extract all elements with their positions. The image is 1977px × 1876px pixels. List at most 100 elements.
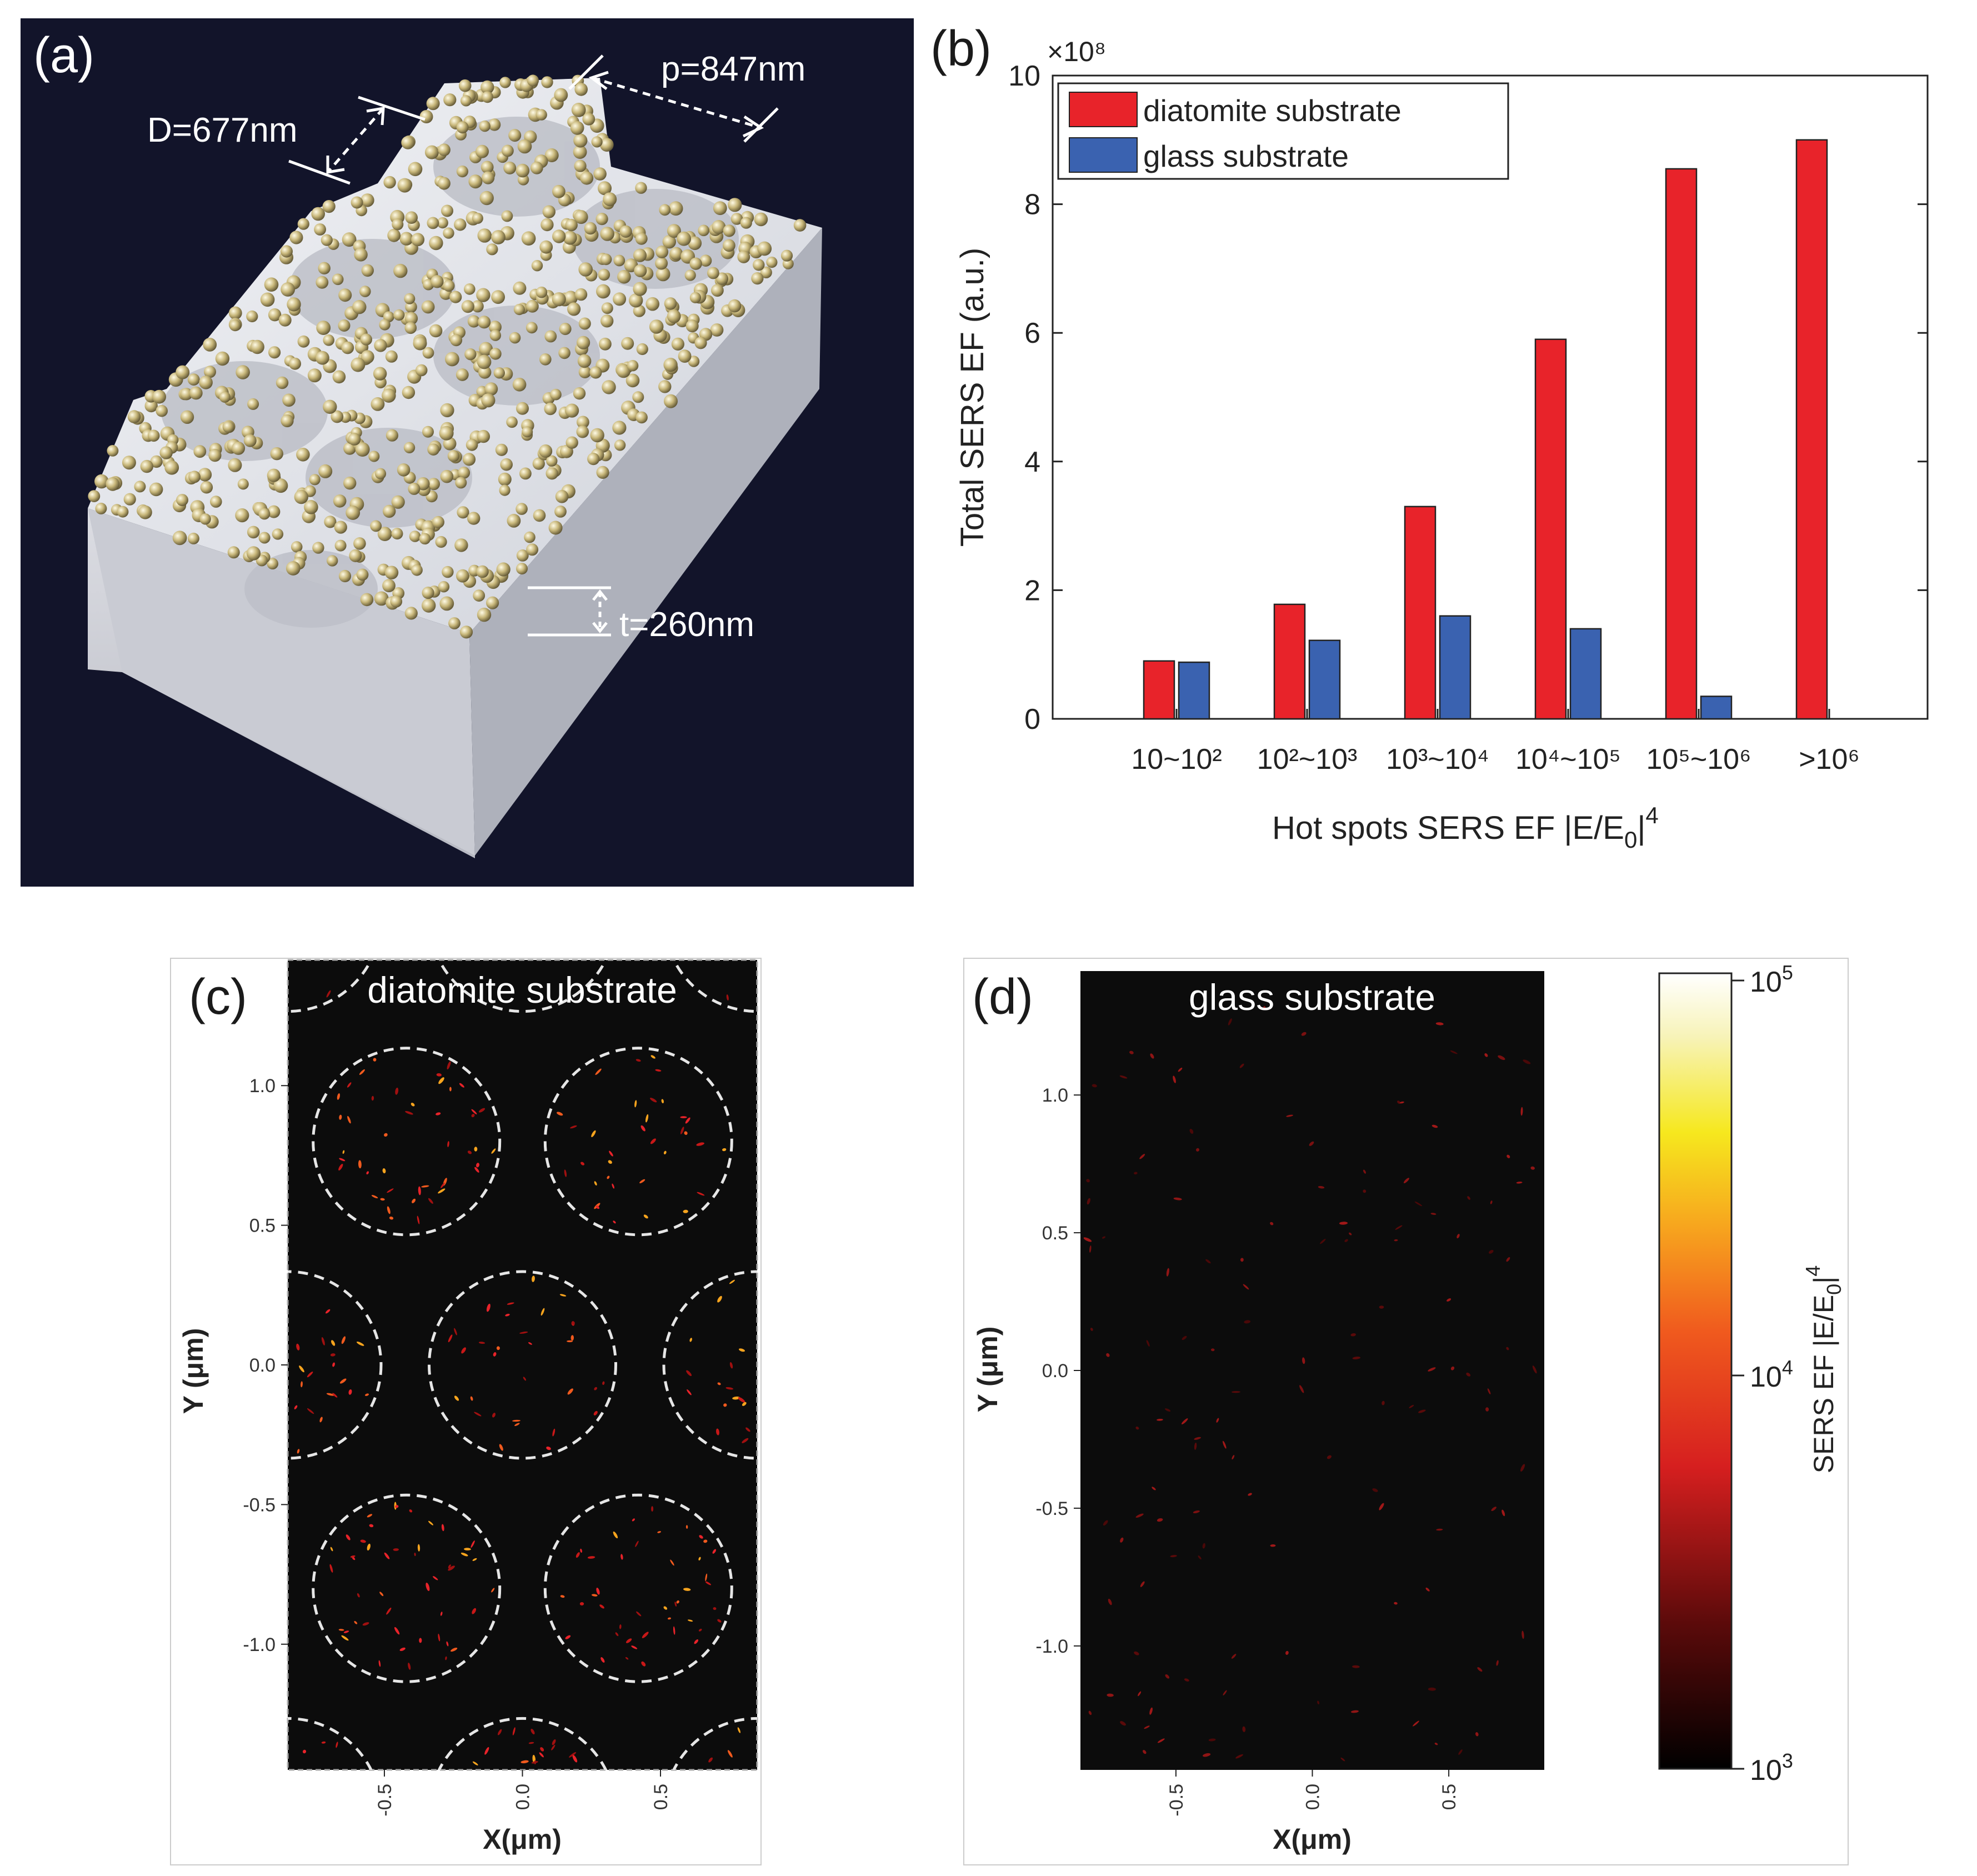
hot-spot: [640, 1125, 645, 1132]
y-tick-label: 1.0: [249, 1075, 276, 1097]
panel-d: (d) glass substrate 1.0 0.5 0.0 -0.5 -1.0 -0…: [963, 958, 1849, 1865]
hot-spot: [1428, 1687, 1436, 1691]
nanoparticle: [542, 205, 555, 218]
hot-spot: [1412, 1720, 1419, 1727]
nanoparticle: [482, 171, 495, 184]
hot-spots: [1083, 1006, 1537, 1762]
colorbar-tick-mid: 104: [1750, 1356, 1793, 1393]
nanoparticle: [193, 445, 207, 458]
nanoparticle: [477, 429, 490, 443]
hot-spot: [570, 1125, 577, 1129]
nanoparticle: [386, 429, 399, 442]
nanoparticle: [341, 341, 354, 354]
colorbar-tick-top: 105: [1750, 961, 1793, 998]
hot-spot: [369, 1524, 374, 1528]
hot-spot: [360, 1539, 366, 1543]
hot-spot: [394, 1627, 400, 1635]
hot-spot: [1092, 1084, 1097, 1088]
hot-spot: [1436, 1528, 1443, 1531]
hot-spot: [474, 1167, 479, 1173]
bar-diatomite: [1795, 139, 1828, 720]
nanoparticle: [276, 376, 289, 389]
y-tick-label: -0.5: [243, 1494, 276, 1515]
nanoparticle: [270, 447, 283, 461]
hot-spot: [727, 1750, 733, 1758]
x-axis-ticks: -0.5 0.0 0.5: [1166, 1770, 1460, 1817]
hot-spot: [362, 1622, 369, 1626]
hot-spot: [507, 1302, 514, 1305]
nanoparticle: [584, 222, 597, 235]
nanoparticle: [437, 177, 451, 190]
nanoparticle: [563, 291, 578, 305]
nanoparticle: [432, 516, 444, 528]
hot-spot: [717, 1382, 721, 1385]
x-axis-ticks: 10~10² 10²~10³ 10³~10⁴ 10⁴~10⁵ 10⁵~10⁶ >10⁶: [1131, 709, 1860, 776]
nanoparticle: [342, 232, 357, 247]
nanoparticle: [384, 566, 399, 579]
x-axis-label: X(μm): [1273, 1824, 1352, 1855]
nanoparticle: [464, 348, 477, 361]
hot-spot: [438, 1077, 444, 1084]
hot-spot: [685, 1525, 688, 1529]
hot-spot: [421, 1185, 429, 1188]
nanoparticle: [517, 139, 532, 154]
nanoparticle: [371, 397, 385, 411]
hot-spot: [307, 1408, 314, 1414]
hot-spot: [373, 1058, 377, 1062]
hot-spot: [350, 1555, 356, 1558]
hot-spot: [1350, 1333, 1356, 1337]
y-tick-label: 4: [1024, 446, 1040, 478]
dimension-p: [568, 54, 779, 143]
hot-spot: [342, 1150, 345, 1154]
pore-circle: [288, 1270, 383, 1460]
hot-spot: [635, 1540, 639, 1547]
nanoparticle: [267, 468, 281, 482]
hot-spot: [1450, 1366, 1455, 1370]
hot-spot: [650, 1138, 656, 1144]
nanoparticle: [479, 191, 494, 206]
nanoparticle: [574, 288, 588, 301]
hot-spot: [557, 1112, 563, 1116]
nanoparticle: [297, 335, 310, 348]
hot-spot: [448, 1565, 455, 1571]
nanoparticle: [227, 546, 240, 559]
nanoparticle: [589, 366, 602, 379]
nanoparticle: [539, 444, 553, 458]
hot-spot: [454, 1395, 459, 1401]
nanoparticle: [598, 181, 612, 196]
panel-b-label: (b): [930, 21, 992, 77]
hot-spots: [294, 990, 750, 1765]
hot-spot: [739, 1348, 745, 1352]
nanoparticle: [360, 593, 374, 607]
hot-spot: [534, 1760, 537, 1765]
nanoparticle: [603, 192, 617, 207]
hot-spot: [1302, 1357, 1305, 1364]
nanoparticle: [526, 543, 539, 556]
hot-spot: [378, 1660, 381, 1667]
hot-spot: [332, 1393, 338, 1398]
nanoparticle: [730, 213, 743, 225]
hot-spot: [1418, 1409, 1426, 1413]
hot-spot: [570, 1335, 574, 1341]
nanoparticle: [613, 292, 627, 306]
bar-diatomite: [1143, 660, 1175, 720]
nanoparticle: [578, 262, 593, 277]
hot-spot: [643, 1214, 648, 1219]
hot-spot: [441, 1182, 445, 1188]
nanoparticle: [180, 388, 193, 401]
hot-spot: [325, 1309, 331, 1314]
nanoparticle: [246, 310, 258, 323]
hot-spot: [1309, 1141, 1314, 1146]
nanoparticle: [321, 234, 333, 246]
nanoparticle: [361, 350, 374, 364]
hot-spot: [1193, 1510, 1200, 1514]
nanoparticle: [429, 324, 443, 338]
pore-circle: [437, 1717, 608, 1770]
hot-spot: [602, 1381, 605, 1385]
nanoparticle: [268, 308, 282, 322]
nanoparticle: [278, 313, 292, 327]
nanoparticle: [587, 453, 600, 466]
hot-spot: [1182, 1335, 1187, 1340]
nanoparticle: [632, 391, 644, 403]
nanoparticle: [625, 373, 640, 388]
